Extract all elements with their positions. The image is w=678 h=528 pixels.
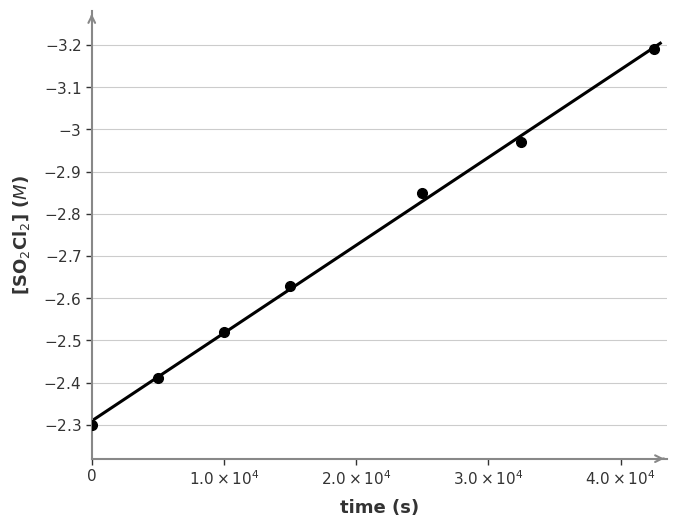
X-axis label: time (s): time (s)	[340, 499, 419, 517]
Y-axis label: [SO$_2$Cl$_2$] ($M$): [SO$_2$Cl$_2$] ($M$)	[11, 175, 32, 295]
